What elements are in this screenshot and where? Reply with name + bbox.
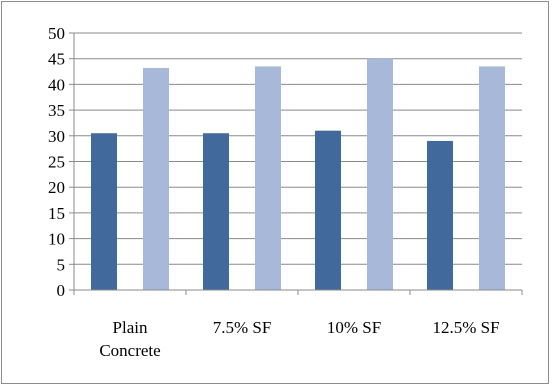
y-tick-label: 10 <box>48 230 65 249</box>
y-tick-label: 35 <box>48 101 65 120</box>
bar-series-2-category-2 <box>255 66 281 290</box>
y-tick-labels: 0 5 10 15 20 25 30 35 40 45 50 <box>48 24 65 300</box>
y-tick-label: 40 <box>48 75 65 94</box>
y-tick-label: 0 <box>57 281 66 300</box>
y-tick-label: 20 <box>48 178 65 197</box>
x-tick-label: 12.5% SF <box>432 318 499 337</box>
y-tick-label: 45 <box>48 50 65 69</box>
bar-series-2-category-1 <box>143 67 169 291</box>
axes <box>69 32 523 295</box>
y-tick-label: 30 <box>48 127 65 146</box>
y-tick-label: 5 <box>57 255 66 274</box>
y-tick-label: 50 <box>48 24 65 43</box>
x-tick-label: Plain <box>113 318 148 337</box>
x-tick-label: 7.5% SF <box>213 318 272 337</box>
x-tick-label: Concrete <box>99 341 160 360</box>
x-tick-label: 10% SF <box>327 318 381 337</box>
bar-series-2-category-3 <box>367 58 393 291</box>
x-tick-labels: Plain Concrete 7.5% SF 10% SF 12.5% SF <box>99 318 499 360</box>
gridlines <box>74 32 522 265</box>
y-tick-label: 15 <box>48 204 65 223</box>
bar-series-1-category-2 <box>203 133 229 290</box>
bar-series-1-category-3 <box>315 130 341 290</box>
bar-series-2-category-4 <box>479 66 505 290</box>
bars <box>91 58 505 291</box>
bar-series-1-category-4 <box>427 140 453 290</box>
bar-series-1-category-1 <box>91 133 117 290</box>
y-tick-label: 25 <box>48 153 65 172</box>
